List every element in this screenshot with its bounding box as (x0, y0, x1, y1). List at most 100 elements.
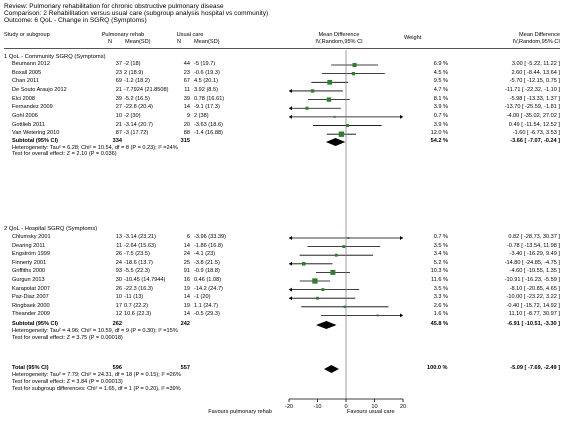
study-weight: 3.9 % (433, 121, 448, 128)
col-mean1: Mean(SD) (125, 39, 151, 45)
study-mean2: -1 (20) (194, 294, 211, 301)
study-n2: 20 (183, 121, 190, 128)
study-weight: 0.7 % (433, 112, 448, 119)
study-ci: -10.00 [ -23.22, 3.22 ] (506, 294, 561, 301)
x-tick-label: 20 (400, 404, 406, 410)
study-weight: 2.6 % (433, 302, 448, 309)
study-n2: 6 (186, 234, 190, 240)
study-n1: 21 (115, 86, 122, 93)
study-mean2: -0.5 (29.3) (194, 311, 220, 318)
study-point (330, 269, 336, 275)
study-weight: 5.2 % (433, 259, 448, 266)
study-point (351, 72, 356, 76)
study-point (321, 288, 325, 292)
favours-left: Favours pulmonary rehab (208, 409, 272, 415)
study-ci-arrow-left (289, 106, 292, 111)
study-point (326, 97, 332, 102)
study-name: Boxall 2005 (12, 69, 42, 76)
study-mean2: 3.92 (8.5) (194, 86, 218, 93)
study-name: Ringbaek 2000 (12, 302, 50, 309)
subgroup-title: 1 QoL - Community SGRQ (Symptoms) (4, 54, 106, 60)
study-n1: 10 (115, 112, 122, 119)
study-mean1: -5.5 (22.3) (124, 268, 150, 275)
total-weight: 100.0 % (427, 365, 448, 371)
study-n2: 14 (183, 294, 190, 301)
review-title: Review: Pulmonary rehabilitation for chr… (4, 3, 224, 10)
study-weight: 8.1 % (433, 95, 448, 102)
study-mean1: -7.7924 (21.8508) (124, 86, 169, 93)
col-ctl: Usual care (176, 32, 204, 38)
subgroup-overall-effect: Test for overall effect: Z = 2.10 (P = 0… (12, 151, 117, 157)
study-weight: 3.5 % (433, 242, 448, 249)
study-weight: 1.6 % (433, 311, 448, 318)
study-mean2: -3.8 (21.5) (194, 259, 220, 266)
study-n2: 24 (183, 251, 190, 258)
subtotal-weight: 54.2 % (430, 138, 448, 144)
study-ci: -14.80 [ -24.85, -4.75 ] (504, 259, 560, 266)
subtotal-n2: 315 (180, 138, 190, 144)
study-mean2: 0.46 (1.08) (194, 277, 222, 283)
study-mean1: -3.14 (20.7) (124, 121, 153, 128)
study-ci: -0.40 [ -15.72, 14.92 ] (506, 302, 561, 309)
study-n1: 11 (116, 242, 122, 249)
study-n1: 12 (115, 311, 122, 318)
study-mean2: -5 (19.7) (194, 61, 216, 67)
total-n1: 596 (112, 365, 122, 371)
study-ci-arrow-right (400, 114, 403, 119)
study-n2: 14 (183, 311, 190, 318)
study-n1: 21 (115, 121, 122, 128)
study-ci: 11.10 [ -8.77, 30.97 ] (508, 311, 560, 318)
study-ci: 0.49 [ -11.54, 12.52 ] (508, 121, 560, 128)
study-mean1: -2.64 (15.63) (124, 242, 157, 249)
study-name: Finnerty 2001 (12, 259, 47, 266)
subtotal-ci: -3.66 [ -7.07, -0.24 ] (510, 138, 560, 144)
study-point (347, 237, 350, 239)
study-n2: 14 (183, 242, 190, 249)
study-ci-arrow-left (289, 296, 292, 301)
col-md-1: Mean Difference (318, 32, 360, 38)
total-n2: 557 (180, 365, 190, 371)
study-mean2: -9.1 (17.3) (194, 104, 220, 111)
study-mean2: -1.86 (16.8) (194, 242, 223, 249)
subgroup-differences: Test for subgroup differences: Chi² = 1.… (12, 386, 181, 392)
subtotal-diamond (325, 138, 346, 146)
study-weight: 12.0 % (430, 130, 448, 137)
study-point (333, 115, 336, 118)
study-n2: 16 (183, 277, 190, 283)
study-n2: 9 (186, 112, 190, 119)
study-weight: 3.9 % (433, 104, 448, 111)
study-ci-arrow-left (289, 236, 292, 240)
subtotal-weight: 45.8 % (430, 321, 448, 327)
x-tick-label: 10 (371, 404, 377, 410)
study-mean2: 0.78 (16.61) (194, 95, 225, 102)
study-mean1: -3.14 (23.21) (124, 234, 157, 240)
study-weight: 9.5 % (433, 78, 448, 85)
study-name: Griffiths 2000 (12, 268, 46, 275)
study-name: Chlumsky 2001 (12, 234, 51, 240)
col-md-4: IV,Random,95% CI (512, 39, 560, 45)
x-tick-label: -10 (313, 404, 321, 410)
study-name: Paz-Diaz 2007 (12, 294, 49, 301)
study-name: Fernandez 2009 (12, 104, 53, 111)
subgroup-title: 2 QoL - Hospital SGRQ (Symptoms) (4, 226, 98, 232)
study-ci: -0.78 [ -13.54, 11.98 ] (506, 242, 560, 249)
study-n1: 27 (115, 104, 122, 111)
total-label: Total (95% CI) (12, 365, 49, 371)
col-weight: Weight (404, 35, 422, 41)
study-mean2: -0.9 (18.8) (194, 268, 220, 275)
study-weight: 3.5 % (433, 285, 448, 292)
total-overall-effect: Test for overall effect: Z = 3.84 (P = 0… (12, 379, 123, 385)
col-study: Study or subgroup (4, 32, 50, 38)
x-tick-label: 0 (344, 404, 347, 410)
study-mean1: 10.6 (22.3) (124, 311, 152, 318)
study-mean1: -2 (30) (124, 112, 141, 119)
study-n1: 23 (115, 69, 122, 76)
study-weight: 10.3 % (430, 268, 448, 275)
study-n1: 69 (115, 78, 122, 85)
subtotal-label: Subtotal (95% CI) (12, 321, 58, 327)
study-n1: 26 (115, 251, 122, 258)
study-n1: 26 (115, 285, 122, 292)
comparison-title: Comparison: 2 Rehabilitation versus usua… (4, 10, 269, 17)
study-mean2: 4.5 (20.1) (194, 78, 218, 85)
